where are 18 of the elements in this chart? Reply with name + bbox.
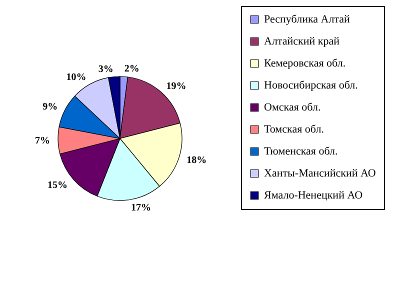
- legend-label: Ханты-Мансийский АО: [264, 168, 376, 180]
- legend-label: Тюменская обл.: [264, 146, 338, 158]
- legend-label: Томская обл.: [264, 124, 324, 136]
- data-label: 3%: [98, 64, 114, 75]
- data-label: 18%: [186, 155, 207, 166]
- legend-label: Новосибирская обл.: [264, 80, 358, 92]
- data-label: 7%: [35, 136, 50, 147]
- data-label: 2%: [124, 64, 140, 75]
- data-label: 15%: [47, 180, 68, 191]
- legend-label: Омская обл.: [264, 102, 321, 114]
- legend-label: Ямало-Ненецкий АО: [264, 190, 363, 202]
- data-label: 19%: [166, 80, 186, 92]
- data-label: 10%: [66, 72, 86, 84]
- legend-label: Республика Алтай: [264, 14, 350, 26]
- data-label: 17%: [130, 202, 151, 214]
- data-label: 9%: [42, 102, 58, 113]
- legend-label: Алтайский край: [264, 36, 340, 48]
- legend-label: Кемеровская обл.: [264, 58, 346, 70]
